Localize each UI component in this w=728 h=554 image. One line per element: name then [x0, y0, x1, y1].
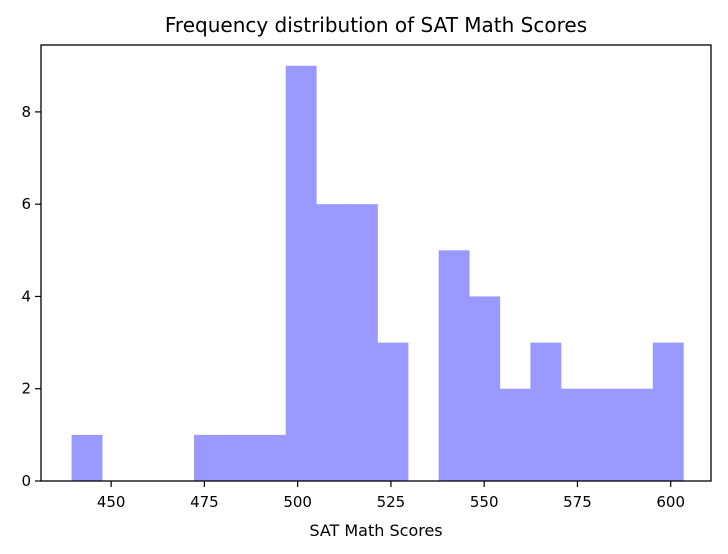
y-tick-label: 4 — [21, 287, 31, 305]
histogram-bar-7 — [285, 65, 317, 481]
x-tick-label: 525 — [377, 493, 406, 511]
histogram-bar-18 — [622, 388, 654, 481]
y-axis-ticks: 0 2 4 6 8 — [21, 103, 41, 490]
x-tick-label: 550 — [470, 493, 499, 511]
histogram-bar-19 — [652, 342, 684, 481]
x-tick-label: 575 — [563, 493, 592, 511]
histogram-bar-0 — [71, 434, 103, 481]
histogram-bar-16 — [561, 388, 592, 481]
bars-group — [71, 65, 684, 481]
x-tick-label: 500 — [283, 493, 312, 511]
histogram-bar-8 — [316, 204, 348, 481]
histogram-bar-14 — [499, 388, 531, 481]
x-tick-label: 450 — [97, 493, 126, 511]
y-tick-label: 6 — [21, 195, 31, 213]
histogram-bar-17 — [591, 388, 623, 481]
histogram-bar-15 — [530, 342, 562, 481]
histogram-bar-4 — [193, 434, 225, 481]
y-tick-label: 0 — [21, 472, 31, 490]
plot-frame — [40, 44, 712, 482]
histogram-bar-12 — [438, 250, 470, 481]
y-tick-label: 2 — [21, 380, 31, 398]
histogram-bar-13 — [469, 296, 501, 481]
histogram-bar-5 — [224, 434, 256, 481]
y-tick-label: 8 — [21, 103, 31, 121]
x-tick-label: 600 — [656, 493, 685, 511]
histogram-bar-10 — [377, 342, 409, 481]
chart-title: Frequency distribution of SAT Math Score… — [165, 13, 587, 37]
x-axis-label: SAT Math Scores — [309, 521, 442, 540]
histogram-bar-6 — [255, 434, 287, 481]
x-tick-label: 475 — [190, 493, 219, 511]
x-axis-ticks: 450 475 500 525 550 575 600 — [97, 481, 685, 511]
histogram-bar-9 — [346, 204, 378, 481]
